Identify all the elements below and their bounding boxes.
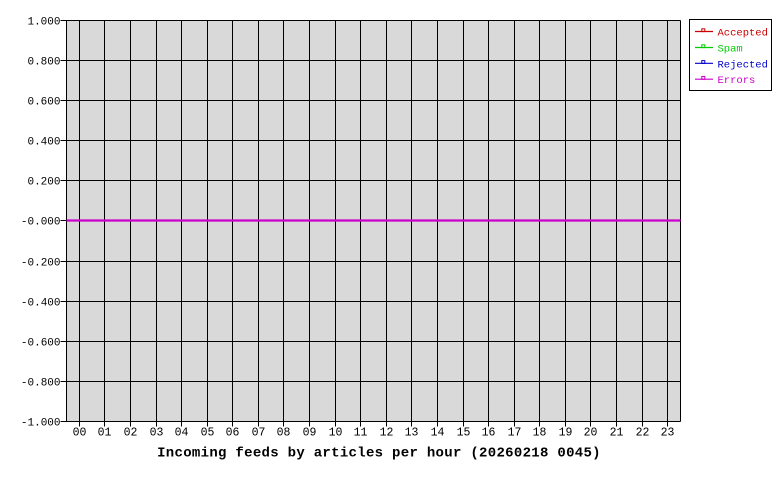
- svg-text:Spam: Spam: [718, 44, 743, 56]
- svg-text:00: 00: [73, 427, 87, 440]
- svg-text:12: 12: [380, 427, 394, 440]
- svg-text:23: 23: [661, 427, 675, 440]
- svg-text:14: 14: [431, 427, 445, 440]
- svg-text:03: 03: [150, 427, 164, 440]
- svg-text:22: 22: [636, 427, 650, 440]
- svg-text:-0.200: -0.200: [21, 258, 61, 270]
- svg-text:Accepted: Accepted: [718, 28, 768, 40]
- svg-text:0.800: 0.800: [27, 57, 60, 69]
- svg-text:Rejected: Rejected: [718, 59, 768, 71]
- svg-text:20: 20: [584, 427, 598, 440]
- svg-text:Incoming feeds by articles per: Incoming feeds by articles per hour (202…: [157, 446, 601, 462]
- svg-text:05: 05: [201, 427, 215, 440]
- svg-text:01: 01: [98, 427, 112, 440]
- svg-text:09: 09: [303, 427, 317, 440]
- svg-text:-0.400: -0.400: [21, 298, 61, 310]
- svg-text:0.600: 0.600: [27, 97, 60, 109]
- svg-text:-0.000: -0.000: [21, 217, 61, 229]
- svg-text:02: 02: [124, 427, 138, 440]
- svg-text:13: 13: [405, 427, 419, 440]
- svg-text:16: 16: [482, 427, 496, 440]
- svg-text:15: 15: [457, 427, 471, 440]
- svg-text:-0.600: -0.600: [21, 338, 61, 350]
- svg-text:0.400: 0.400: [27, 137, 60, 149]
- svg-text:08: 08: [277, 427, 291, 440]
- svg-text:10: 10: [329, 427, 343, 440]
- svg-text:18: 18: [533, 427, 547, 440]
- svg-text:06: 06: [226, 427, 240, 440]
- svg-text:1.000: 1.000: [27, 17, 60, 29]
- svg-text:07: 07: [252, 427, 266, 440]
- svg-text:0.200: 0.200: [27, 177, 60, 189]
- svg-text:-0.800: -0.800: [21, 378, 61, 390]
- svg-text:19: 19: [559, 427, 573, 440]
- svg-text:11: 11: [354, 427, 368, 440]
- svg-text:-1.000: -1.000: [21, 418, 61, 430]
- svg-text:21: 21: [610, 427, 624, 440]
- svg-text:Errors: Errors: [718, 75, 756, 87]
- svg-text:04: 04: [175, 427, 189, 440]
- svg-text:17: 17: [508, 427, 522, 440]
